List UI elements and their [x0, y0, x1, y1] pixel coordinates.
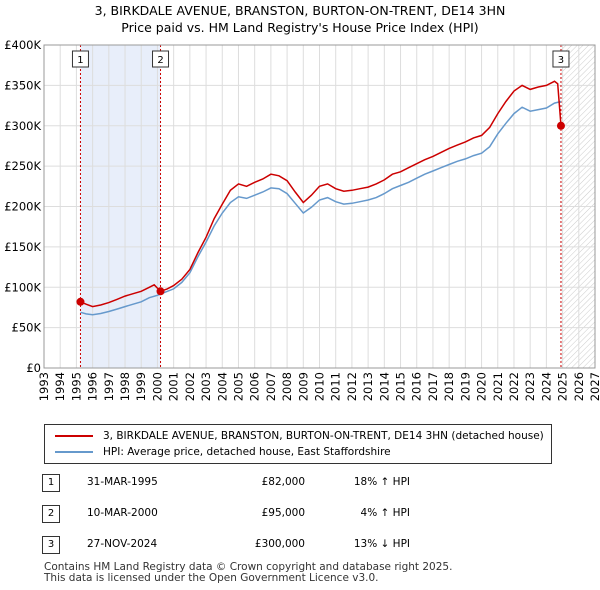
marker-box	[71, 50, 89, 68]
x-tick-label: 1993	[37, 372, 51, 401]
marker-label: 1	[77, 55, 83, 66]
legend-label-hpi: HPI: Average price, detached house, East…	[103, 446, 391, 458]
marker-box	[552, 50, 570, 68]
y-tick-label: £200K	[4, 200, 41, 214]
transaction-number: 3	[42, 536, 60, 554]
transaction-hpi: 18% ↑ HPI	[353, 476, 410, 488]
x-tick-label: 2016	[410, 372, 424, 401]
x-tick-label: 2008	[280, 372, 294, 401]
x-tick-label: 2023	[523, 372, 537, 401]
x-tick-label: 2007	[264, 372, 278, 401]
legend-item-property: 3, BIRKDALE AVENUE, BRANSTON, BURTON-ON-…	[55, 428, 544, 444]
legend-label-property: 3, BIRKDALE AVENUE, BRANSTON, BURTON-ON-…	[103, 430, 544, 442]
legend-item-hpi: HPI: Average price, detached house, East…	[55, 444, 391, 460]
x-tick-label: 2021	[491, 372, 505, 401]
y-tick-label: £400K	[4, 38, 41, 52]
x-tick-label: 2022	[507, 372, 521, 401]
x-tick-label: 1996	[86, 372, 100, 401]
footer-attribution: Contains HM Land Registry data © Crown c…	[44, 562, 452, 584]
x-tick-label: 2014	[377, 372, 391, 401]
transaction-row: 3 27-NOV-2024 £300,000 13% ↓ HPI	[42, 534, 582, 556]
y-tick-label: £250K	[4, 159, 41, 173]
x-tick-label: 2011	[329, 372, 343, 401]
x-tick-label: 2006	[248, 372, 262, 401]
transaction-date: 31-MAR-1995	[87, 476, 158, 488]
x-tick-label: 1995	[69, 372, 83, 401]
x-tick-label: 2026	[572, 372, 586, 401]
transaction-date: 27-NOV-2024	[87, 538, 158, 550]
series-line	[80, 100, 562, 316]
transaction-row: 2 10-MAR-2000 £95,000 4% ↑ HPI	[42, 503, 582, 525]
x-tick-label: 2012	[345, 372, 359, 401]
x-tick-label: 2013	[361, 372, 375, 401]
x-tick-label: 2017	[426, 372, 440, 401]
y-tick-label: £300K	[4, 119, 41, 133]
y-tick-label: £50K	[12, 321, 42, 335]
marker-label: 3	[558, 55, 564, 66]
chart-subtitle: Price paid vs. HM Land Registry's House …	[121, 20, 479, 35]
x-tick-label: 1997	[102, 372, 116, 401]
x-tick-label: 2009	[296, 372, 310, 401]
footer-line: This data is licensed under the Open Gov…	[44, 572, 379, 584]
y-tick-label: £100K	[4, 280, 41, 294]
transaction-hpi: 4% ↑ HPI	[360, 507, 410, 519]
x-tick-label: 2010	[313, 372, 327, 401]
legend-swatch-red	[55, 435, 93, 437]
x-tick-label: 2015	[394, 372, 408, 401]
price-chart: £0 £50K £100K £150K £200K £250K £300K £350K £400…	[4, 38, 600, 401]
x-tick-label: 2018	[442, 372, 456, 401]
transaction-hpi: 13% ↓ HPI	[353, 538, 410, 550]
y-tick-label: £150K	[4, 240, 41, 254]
chart-legend: 3, BIRKDALE AVENUE, BRANSTON, BURTON-ON-…	[44, 424, 552, 464]
transaction-date: 10-MAR-2000	[87, 507, 158, 519]
transaction-row: 1 31-MAR-1995 £82,000 18% ↑ HPI	[42, 472, 582, 494]
transaction-number: 2	[42, 505, 60, 523]
legend-swatch-blue	[55, 451, 93, 453]
x-tick-label: 2024	[539, 372, 553, 401]
x-tick-label: 2002	[183, 372, 197, 401]
x-tick-label: 2000	[150, 372, 164, 401]
x-tick-label: 2019	[458, 372, 472, 401]
chart-title: 3, BIRKDALE AVENUE, BRANSTON, BURTON-ON-…	[0, 2, 600, 36]
x-tick-label: 2003	[199, 372, 213, 401]
x-tick-label: 2005	[231, 372, 245, 401]
x-tick-label: 2027	[588, 372, 600, 401]
chart-title-line: 3, BIRKDALE AVENUE, BRANSTON, BURTON-ON-…	[94, 3, 506, 18]
x-tick-label: 2001	[167, 372, 181, 401]
footer-line: Contains HM Land Registry data © Crown c…	[44, 561, 453, 573]
sale-point	[156, 287, 165, 296]
x-tick-label: 1994	[53, 372, 67, 401]
y-tick-label: £350K	[4, 78, 41, 92]
transaction-price: £95,000	[261, 507, 305, 519]
series-line	[80, 80, 562, 308]
x-tick-label: 1999	[134, 372, 148, 401]
y-tick-label: £0	[26, 361, 41, 375]
marker-box	[152, 50, 170, 68]
transaction-price: £82,000	[261, 476, 305, 488]
x-tick-label: 2025	[556, 372, 570, 401]
x-tick-label: 1998	[118, 372, 132, 401]
transaction-number: 1	[42, 474, 60, 492]
sale-point	[76, 297, 85, 306]
x-tick-label: 2004	[215, 372, 229, 401]
x-tick-label: 2020	[475, 372, 489, 401]
transaction-price: £300,000	[254, 538, 305, 550]
plot-border	[43, 44, 596, 369]
sale-point	[556, 121, 565, 130]
marker-label: 2	[157, 55, 163, 66]
